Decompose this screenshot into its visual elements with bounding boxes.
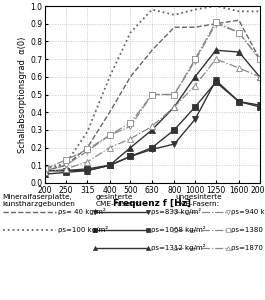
X-axis label: Frequenz f [Hz]: Frequenz f [Hz] xyxy=(113,199,191,208)
Text: ρs=1068 kg/m²: ρs=1068 kg/m² xyxy=(151,226,206,233)
Text: ρs= 40 kg/m²: ρs= 40 kg/m² xyxy=(58,208,106,215)
Text: ρs=100 kg/m²: ρs=100 kg/m² xyxy=(58,226,108,233)
Text: ρs=833 kg/m²: ρs=833 kg/m² xyxy=(151,208,201,215)
Text: ρs=1312 kg/m²: ρs=1312 kg/m² xyxy=(151,244,206,251)
Text: ρs=1380 kg/m²: ρs=1380 kg/m² xyxy=(231,226,265,233)
Text: ungesinterte
CME-Fasern:: ungesinterte CME-Fasern: xyxy=(175,194,222,207)
Text: ρs=940 kg/m²: ρs=940 kg/m² xyxy=(231,208,265,215)
Text: gesinterte
CME-Fasern:: gesinterte CME-Fasern: xyxy=(95,194,140,207)
Text: ρs=1870 kg/m²: ρs=1870 kg/m² xyxy=(231,244,265,251)
Text: Mineralfaserplatte,
kunstharzgebunden: Mineralfaserplatte, kunstharzgebunden xyxy=(3,194,76,207)
Y-axis label: Schallabsorptionsgrad  α(0): Schallabsorptionsgrad α(0) xyxy=(18,36,27,153)
